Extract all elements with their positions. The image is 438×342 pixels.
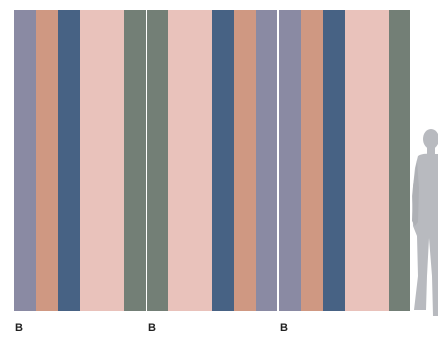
stripe-terracotta — [234, 10, 256, 311]
stripe-terracotta — [36, 10, 58, 311]
stripe-blush-pink — [345, 10, 389, 311]
wallpaper-panel-3 — [279, 10, 410, 311]
stripe-sage-green — [147, 10, 168, 311]
panel-label-3: B — [280, 322, 288, 334]
wallpaper-panel-1 — [14, 10, 146, 311]
stripe-terracotta — [301, 10, 323, 311]
stripe-slate-lavender — [279, 10, 301, 311]
panel-label-1: B — [15, 322, 23, 334]
stripe-slate-lavender — [14, 10, 36, 311]
wallpaper-panel-2 — [147, 10, 277, 311]
stripe-steel-blue — [58, 10, 80, 311]
stripe-steel-blue — [212, 10, 234, 311]
stripe-sage-green — [389, 10, 410, 311]
panel-label-2: B — [148, 322, 156, 334]
standing-person-silhouette-icon — [412, 129, 438, 316]
stripe-steel-blue — [323, 10, 345, 311]
stripe-blush-pink — [168, 10, 212, 311]
stripe-sage-green — [124, 10, 146, 311]
stripe-slate-lavender — [256, 10, 277, 311]
stripe-blush-pink — [80, 10, 124, 311]
